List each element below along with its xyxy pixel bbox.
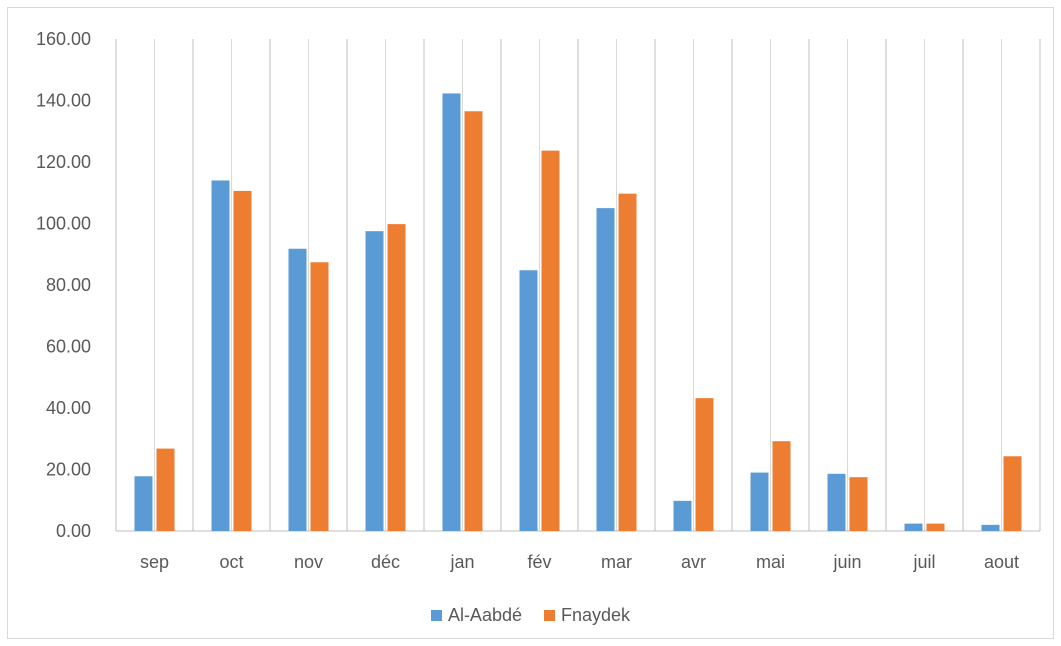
x-tick-label: mar xyxy=(601,552,632,572)
x-tick-label: juil xyxy=(912,552,935,572)
bar-al-aabde-déc xyxy=(365,231,384,531)
bar-fnaydek-mar xyxy=(618,193,637,532)
bar-al-aabde-mai xyxy=(750,472,769,531)
legend-item-fnaydek: Fnaydek xyxy=(544,605,630,626)
bar-al-aabde-juin xyxy=(827,473,846,531)
y-tick-label: 160.00 xyxy=(36,29,91,49)
bar-fnaydek-juil xyxy=(926,523,945,531)
legend-swatch-fnaydek xyxy=(544,610,555,621)
bar-fnaydek-nov xyxy=(310,262,329,531)
bar-al-aabde-nov xyxy=(288,248,307,531)
bar-al-aabde-sep xyxy=(134,476,153,531)
gridlines xyxy=(115,39,1041,532)
bar-fnaydek-déc xyxy=(387,224,406,532)
bar-al-aabde-oct xyxy=(211,180,230,531)
bar-al-aabde-mar xyxy=(596,208,615,531)
bar-al-aabde-jan xyxy=(442,93,461,532)
legend: Al-Aabdé Fnaydek xyxy=(0,605,1061,626)
x-tick-label: oct xyxy=(219,552,243,572)
x-tick-label: mai xyxy=(756,552,785,572)
bar-al-aabde-aout xyxy=(981,524,1000,531)
x-tick-label: déc xyxy=(371,552,400,572)
bar-al-aabde-fév xyxy=(519,270,538,531)
x-tick-label: jan xyxy=(449,552,474,572)
x-tick-label: fév xyxy=(527,552,551,572)
legend-label-al-aabde: Al-Aabdé xyxy=(447,605,522,625)
y-tick-label: 120.00 xyxy=(36,152,91,172)
bars xyxy=(134,93,1022,532)
bar-fnaydek-juin xyxy=(849,477,868,531)
y-tick-label: 0.00 xyxy=(56,521,91,541)
bar-al-aabde-avr xyxy=(673,500,692,531)
y-tick-label: 80.00 xyxy=(46,275,91,295)
y-tick-label: 140.00 xyxy=(36,91,91,111)
x-tick-label: avr xyxy=(681,552,706,572)
x-tick-label: sep xyxy=(140,552,169,572)
bar-fnaydek-mai xyxy=(772,441,791,531)
bar-fnaydek-aout xyxy=(1003,456,1022,531)
legend-item-al-aabde: Al-Aabdé xyxy=(430,605,522,626)
x-tick-label: nov xyxy=(294,552,323,572)
x-tick-label: aout xyxy=(984,552,1019,572)
bar-al-aabde-juil xyxy=(904,523,923,531)
x-tick-label: juin xyxy=(832,552,861,572)
legend-label-fnaydek: Fnaydek xyxy=(561,605,631,625)
bar-fnaydek-fév xyxy=(541,150,560,531)
legend-swatch-al-aabde xyxy=(430,610,442,621)
x-axis: sep oct nov déc jan fév mar avr mai juin juil aout xyxy=(140,552,1019,572)
bar-fnaydek-sep xyxy=(156,448,175,531)
y-tick-label: 100.00 xyxy=(36,214,91,234)
bar-fnaydek-oct xyxy=(233,190,252,531)
y-axis: 0.00 20.00 40.00 60.00 80.00 100.00 120.00 140.… xyxy=(36,29,91,541)
bar-fnaydek-avr xyxy=(695,398,714,531)
y-tick-label: 60.00 xyxy=(46,337,91,357)
bar-fnaydek-jan xyxy=(464,111,483,531)
y-tick-label: 20.00 xyxy=(46,460,91,480)
y-tick-label: 40.00 xyxy=(46,398,91,418)
